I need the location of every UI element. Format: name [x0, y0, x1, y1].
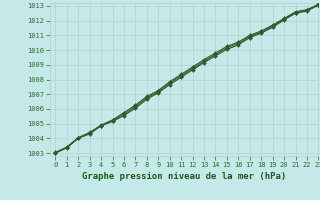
X-axis label: Graphe pression niveau de la mer (hPa): Graphe pression niveau de la mer (hPa): [82, 172, 286, 181]
